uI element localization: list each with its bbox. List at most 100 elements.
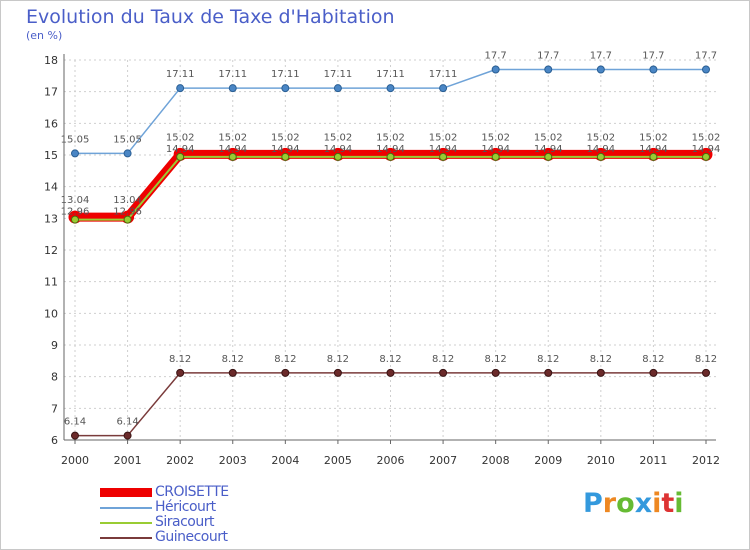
- data-label-hricourt: 17.11: [271, 69, 300, 80]
- y-tick-label: 12: [44, 244, 58, 257]
- x-tick-label: 2001: [114, 454, 142, 467]
- y-tick-label: 16: [44, 117, 58, 130]
- data-label-hricourt: 17.11: [376, 69, 405, 80]
- y-tick-label: 7: [51, 402, 58, 415]
- data-label-siracourt: 14.94: [429, 144, 458, 155]
- logo-letter: x: [634, 488, 653, 519]
- data-label-hricourt: 17.7: [695, 51, 717, 62]
- data-point-hricourt: [491, 65, 500, 74]
- data-label-hricourt: 17.7: [537, 51, 559, 62]
- data-point-hricourt: [176, 84, 185, 93]
- data-label-hricourt: 17.7: [642, 51, 664, 62]
- data-label-hricourt: 17.7: [590, 51, 612, 62]
- data-point-siracourt: [649, 152, 658, 161]
- data-point-guinecourt: [649, 368, 658, 377]
- x-tick-label: 2004: [271, 454, 299, 467]
- legend-swatch-croisette: [100, 488, 152, 497]
- chart-title: Evolution du Taux de Taxe d'Habitation: [26, 6, 395, 28]
- x-tick-label: 2000: [61, 454, 89, 467]
- data-point-guinecourt: [439, 368, 448, 377]
- x-tick-label: 2007: [429, 454, 457, 467]
- data-label-croisette: 13.04: [61, 195, 90, 206]
- y-tick-label: 9: [51, 339, 58, 352]
- data-label-guinecourt: 6.14: [116, 417, 138, 428]
- data-label-guinecourt: 8.12: [222, 354, 244, 365]
- data-label-siracourt: 14.94: [324, 144, 353, 155]
- data-label-guinecourt: 8.12: [590, 354, 612, 365]
- data-label-hricourt: 17.11: [324, 69, 353, 80]
- x-tick-label: 2010: [587, 454, 615, 467]
- data-label-croisette: 15.02: [692, 132, 721, 143]
- data-label-guinecourt: 8.12: [537, 354, 559, 365]
- data-point-hricourt: [123, 149, 132, 158]
- logo-letter: r: [602, 488, 617, 519]
- data-point-guinecourt: [491, 368, 500, 377]
- y-tick-label: 10: [44, 307, 58, 320]
- data-point-guinecourt: [596, 368, 605, 377]
- logo-letter: i: [674, 488, 684, 519]
- data-point-siracourt: [439, 152, 448, 161]
- data-point-siracourt: [544, 152, 553, 161]
- data-label-guinecourt: 8.12: [432, 354, 454, 365]
- data-point-hricourt: [386, 84, 395, 93]
- data-label-hricourt: 15.05: [113, 134, 142, 145]
- data-label-guinecourt: 8.12: [169, 354, 191, 365]
- data-point-guinecourt: [123, 431, 132, 440]
- data-label-siracourt: 14.94: [376, 144, 405, 155]
- data-label-croisette: 15.02: [639, 132, 668, 143]
- unit-label: (en %): [26, 29, 63, 42]
- data-label-siracourt: 14.94: [271, 144, 300, 155]
- data-label-guinecourt: 8.12: [642, 354, 664, 365]
- data-point-siracourt: [228, 152, 237, 161]
- data-label-hricourt: 17.11: [166, 69, 195, 80]
- x-tick-label: 2009: [534, 454, 562, 467]
- data-point-siracourt: [281, 152, 290, 161]
- data-label-hricourt: 15.05: [61, 134, 90, 145]
- x-tick-label: 2002: [166, 454, 194, 467]
- data-label-croisette: 15.02: [271, 132, 300, 143]
- data-label-guinecourt: 8.12: [274, 354, 296, 365]
- legend-label: Siracourt: [155, 514, 215, 530]
- legend-swatch-siracourt: [100, 522, 152, 524]
- y-tick-label: 13: [44, 212, 58, 225]
- y-tick-label: 6: [51, 434, 58, 447]
- data-point-guinecourt: [281, 368, 290, 377]
- data-label-guinecourt: 8.12: [485, 354, 507, 365]
- legend-label: Héricourt: [155, 499, 216, 515]
- data-point-siracourt: [596, 152, 605, 161]
- data-point-guinecourt: [702, 368, 710, 377]
- x-tick-label: 2008: [482, 454, 510, 467]
- x-tick-label: 2005: [324, 454, 352, 467]
- data-label-siracourt: 12.96: [61, 207, 90, 218]
- x-tick-label: 2011: [639, 454, 667, 467]
- x-tick-label: 2006: [377, 454, 405, 467]
- data-point-siracourt: [333, 152, 342, 161]
- legend-label: CROISETTE: [155, 484, 229, 500]
- proxiti-logo: Proxiti: [583, 488, 684, 519]
- data-label-guinecourt: 6.14: [64, 417, 86, 428]
- x-tick-label: 2003: [219, 454, 247, 467]
- y-tick-label: 17: [44, 86, 58, 99]
- data-point-guinecourt: [228, 368, 237, 377]
- logo-letter: o: [616, 488, 635, 519]
- data-label-hricourt: 17.11: [429, 69, 458, 80]
- data-point-hricourt: [333, 84, 342, 93]
- data-point-hricourt: [702, 65, 710, 74]
- data-label-guinecourt: 8.12: [327, 354, 349, 365]
- x-tick-label: 2012: [692, 454, 720, 467]
- data-point-hricourt: [544, 65, 553, 74]
- data-point-guinecourt: [176, 368, 185, 377]
- data-point-hricourt: [281, 84, 290, 93]
- data-label-guinecourt: 8.12: [379, 354, 401, 365]
- data-label-hricourt: 17.11: [218, 69, 247, 80]
- data-label-croisette: 15.02: [587, 132, 616, 143]
- data-point-hricourt: [228, 84, 237, 93]
- data-label-siracourt: 14.94: [587, 144, 616, 155]
- data-label-siracourt: 14.94: [218, 144, 247, 155]
- data-label-croisette: 13.04: [113, 195, 142, 206]
- data-point-hricourt: [596, 65, 605, 74]
- data-label-siracourt: 14.94: [692, 144, 721, 155]
- y-tick-label: 8: [51, 371, 58, 384]
- data-label-siracourt: 14.94: [481, 144, 510, 155]
- logo-letter: P: [583, 488, 603, 519]
